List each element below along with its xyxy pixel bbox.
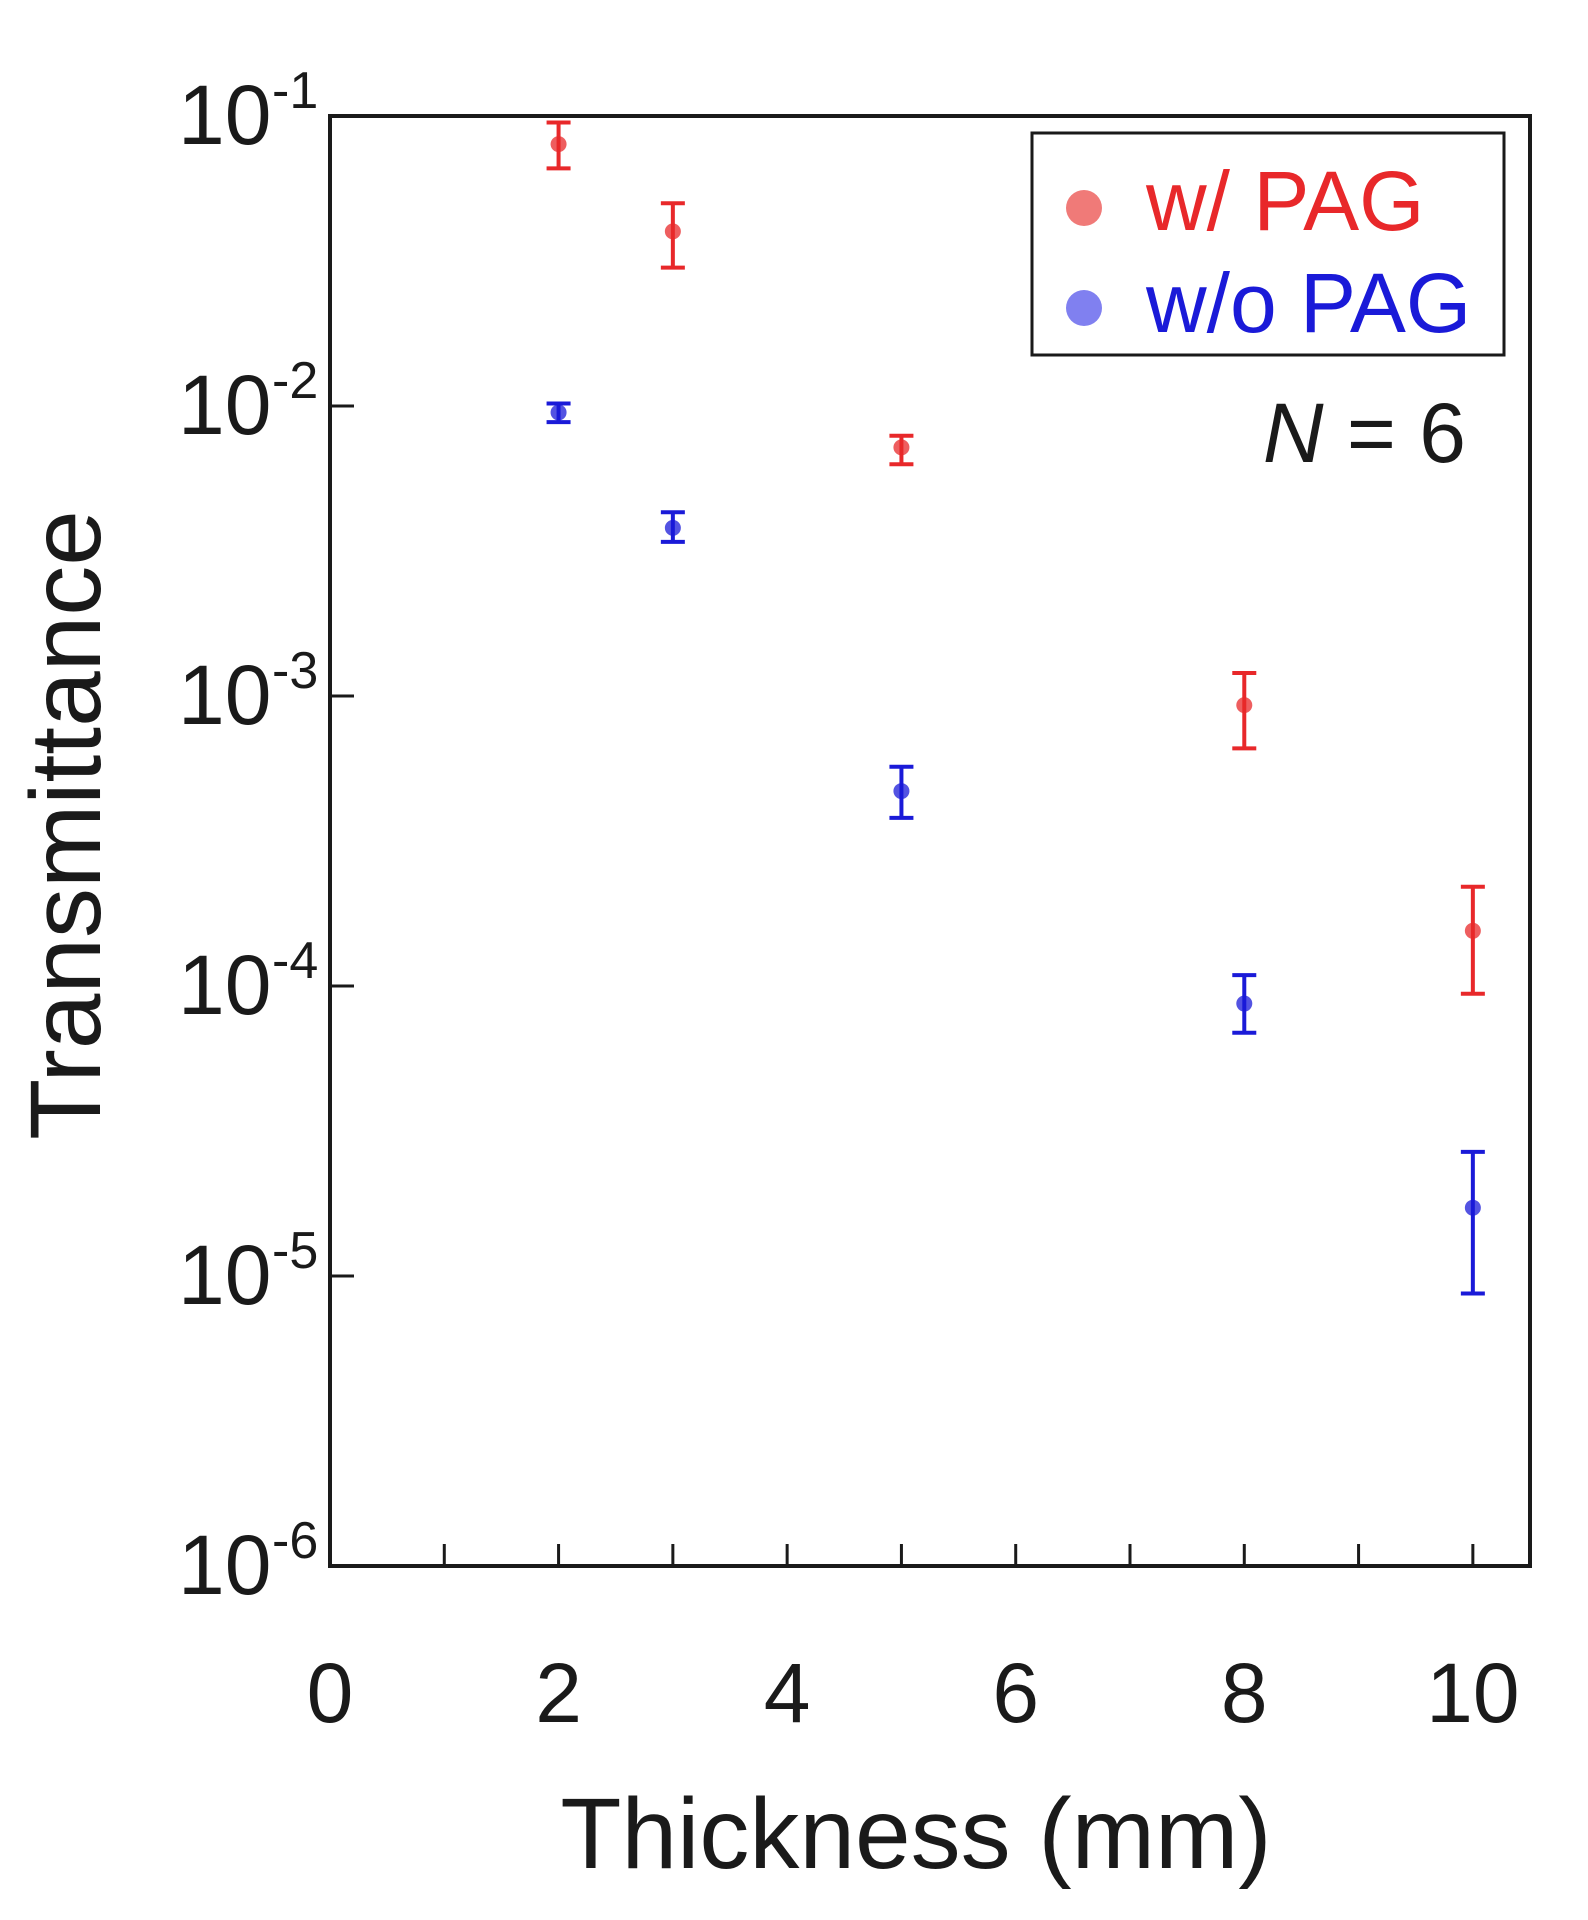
- plot-frame: [328, 114, 1532, 1568]
- legend-marker-w-pag: [1066, 190, 1102, 226]
- legend-marker-wo-pag: [1066, 290, 1102, 326]
- y-axis-title: Transmittance: [10, 510, 122, 1140]
- tick-marks: [330, 114, 1475, 1568]
- legend-label-wo-pag: w/o PAG: [1145, 256, 1471, 350]
- x-tick-label: 2: [535, 1646, 582, 1740]
- x-tick-labels: 0 2 4 6 8 10: [307, 1646, 1520, 1740]
- y-tick-label: 10: [178, 358, 271, 452]
- sample-count-annotation: N = 6: [1263, 386, 1466, 480]
- data-point: [550, 136, 567, 153]
- x-tick-label: 6: [992, 1646, 1039, 1740]
- y-tick-label: 10: [178, 648, 271, 742]
- annotation-variable: N: [1263, 386, 1324, 480]
- data-point: [1464, 1199, 1481, 1216]
- data-point: [664, 519, 681, 536]
- axes: [328, 114, 1532, 1568]
- legend-box: [1030, 131, 1506, 357]
- y-tick-exponent: -1: [272, 62, 318, 120]
- data-point: [1464, 922, 1481, 939]
- y-tick-label: 10: [178, 1228, 271, 1322]
- x-axis-title: Thickness (mm): [560, 1778, 1271, 1890]
- x-tick-label: 10: [1426, 1646, 1519, 1740]
- legend: w/ PAG w/o PAG: [1030, 131, 1506, 357]
- y-tick-exponent: -2: [272, 352, 318, 410]
- annotation-value: = 6: [1324, 386, 1466, 480]
- y-tick-exponent: -6: [272, 1512, 318, 1570]
- y-tick-label: 10: [178, 68, 271, 162]
- data-point: [550, 404, 567, 421]
- data-point: [893, 783, 910, 800]
- data-series: [546, 120, 1485, 1296]
- legend-label-w-pag: w/ PAG: [1145, 154, 1425, 248]
- series-wo-pag: [546, 401, 1485, 1296]
- data-point: [664, 223, 681, 240]
- y-tick-exponent: -4: [272, 932, 318, 990]
- y-tick-exponent: -3: [272, 642, 318, 700]
- data-point: [893, 439, 910, 456]
- x-tick-label: 4: [764, 1646, 811, 1740]
- y-tick-label: 10: [178, 1518, 271, 1612]
- series-w-pag: [546, 120, 1485, 996]
- x-tick-label: 8: [1221, 1646, 1268, 1740]
- data-point: [1236, 697, 1253, 714]
- y-tick-exponent: -5: [272, 1222, 318, 1280]
- x-tick-label: 0: [307, 1646, 354, 1740]
- y-tick-label: 10: [178, 938, 271, 1032]
- data-point: [1236, 995, 1253, 1012]
- y-tick-labels: 10-110-210-310-410-510-6: [178, 62, 318, 1612]
